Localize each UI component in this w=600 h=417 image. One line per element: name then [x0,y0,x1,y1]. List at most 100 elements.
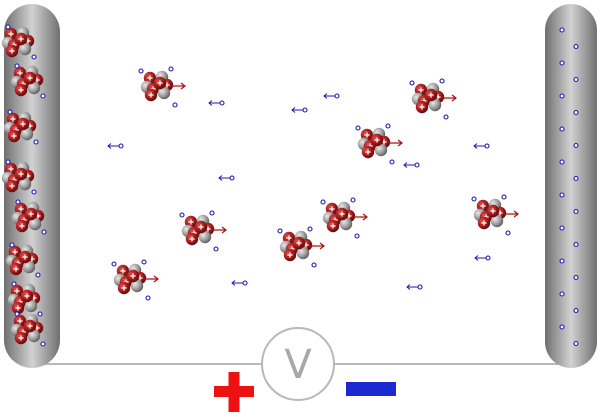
proton-plus-icon [8,166,14,172]
proton-plus-icon [130,273,136,279]
free-electron [323,93,340,99]
electron [559,159,565,165]
electron [33,139,39,145]
electron [37,311,43,317]
ion-cluster [140,70,186,102]
ion-cluster [357,127,403,159]
proton-plus-icon [329,206,335,212]
neutron [198,230,212,244]
electron [145,295,151,301]
electron [573,142,579,149]
electron [141,259,147,265]
electron-direction-arrow-icon [474,255,486,261]
electron [14,63,20,69]
proton-plus-icon [481,220,487,226]
proton-plus-icon [330,223,336,229]
neutron [22,260,36,274]
electron [573,76,579,83]
proton-plus-icon [286,235,292,241]
proton-plus-icon [374,137,380,143]
electron [118,143,124,149]
ion-cluster [181,214,227,246]
electron [573,307,579,314]
proton-plus-icon [11,133,17,139]
proton-plus-icon [296,240,302,246]
electron [559,192,565,198]
electron [559,126,565,132]
ion-direction-arrow-icon [388,139,403,147]
ion-cluster [11,201,45,233]
neutron [157,86,171,100]
neutron [339,217,353,231]
ion-cluster [3,111,37,143]
free-electron [473,143,490,149]
proton-plus-icon [27,75,33,81]
electron [7,109,13,115]
electron [5,24,11,30]
free-electron [403,162,420,168]
proton-plus-icon [418,87,424,93]
voltmeter-label: V [284,342,312,388]
proton-plus-icon [189,236,195,242]
ion-cluster [7,283,41,315]
proton-plus-icon [19,223,25,229]
proton-plus-icon [22,254,28,260]
electron [179,212,185,218]
neutron [20,127,34,141]
electron [41,229,47,235]
electron [277,228,283,234]
proton-plus-icon [365,149,371,155]
proton-plus-icon [18,171,24,177]
electron [14,311,20,317]
ion-cluster [411,82,457,114]
proton-plus-icon [147,75,153,81]
proton-plus-icon [12,249,18,255]
electron [443,114,449,120]
electron [40,93,46,99]
electron [559,258,565,264]
proton-plus-icon [419,104,425,110]
electron [355,125,361,131]
proton-plus-icon [14,288,20,294]
proton-plus-icon [428,92,434,98]
electron [219,100,225,106]
voltmeter-icon: V [261,327,335,401]
ion-cluster [322,201,368,233]
electron [168,66,174,72]
free-electron [231,280,248,286]
electron [209,210,215,216]
proton-plus-icon [17,318,23,324]
electron [471,196,477,202]
electron [559,324,565,330]
ion-cluster [113,263,159,295]
proton-plus-icon [121,285,127,291]
electron [409,80,415,86]
ion-cluster [1,161,35,193]
free-electron [107,143,124,149]
electron [213,246,219,252]
electron-direction-arrow-icon [291,107,303,113]
electron [573,175,579,182]
proton-plus-icon [28,211,34,217]
ion-cluster [10,313,44,345]
electron [389,159,395,165]
neutron [27,81,41,95]
electron [573,340,579,347]
electron [15,199,21,205]
proton-plus-icon [17,70,23,76]
free-electrons-layer [107,93,491,290]
neutron [490,214,504,228]
electron [9,242,15,248]
electron-direction-arrow-icon [208,100,220,106]
neutron [374,143,388,157]
electron [311,262,317,268]
electron [439,78,445,84]
electron [302,107,308,113]
proton-plus-icon [13,266,19,272]
proton-plus-icon [18,335,24,341]
electron [35,272,41,278]
negative-electrode [545,4,597,368]
neutron [18,42,32,56]
free-electron [406,284,423,290]
